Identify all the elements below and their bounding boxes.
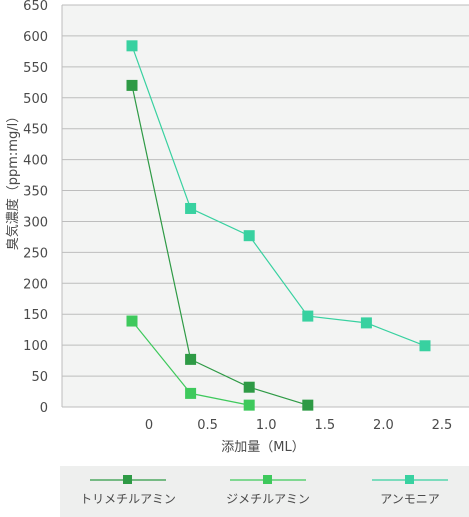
data-point	[243, 381, 255, 393]
y-tick-label: 50	[31, 370, 48, 385]
x-axis-ticks: 0 0.5 1.0 1.5 2.0 2.5	[145, 418, 452, 433]
legend-items: トリメチルアミン ジメチルアミン アンモニア	[80, 475, 448, 506]
series-1	[126, 79, 314, 411]
data-point	[419, 340, 431, 352]
y-tick-label: 550	[23, 61, 48, 76]
y-tick-label: 350	[23, 185, 48, 200]
y-tick-label: 250	[23, 246, 48, 261]
series-line	[131, 45, 426, 347]
series-3	[126, 40, 431, 352]
legend-item-3: アンモニア	[372, 475, 448, 506]
data-point	[126, 315, 138, 327]
data-point	[185, 387, 197, 399]
legend-item-1: トリメチルアミン	[80, 475, 176, 506]
x-tick-label: 1.0	[256, 418, 277, 433]
x-tick-label: 0.5	[197, 418, 218, 433]
legend-label: トリメチルアミン	[80, 492, 176, 506]
y-tick-label: 100	[23, 339, 48, 354]
y-tick-label: 650	[23, 0, 48, 14]
data-point	[185, 353, 197, 365]
legend-item-2: ジメチルアミン	[226, 475, 310, 506]
legend-marker	[263, 475, 272, 484]
data-point	[243, 230, 255, 242]
legend-label: ジメチルアミン	[226, 492, 310, 506]
legend-label: アンモニア	[380, 492, 440, 506]
series-line	[131, 85, 308, 406]
data-point	[302, 399, 314, 411]
y-tick-label: 150	[23, 308, 48, 323]
data-point	[302, 310, 314, 322]
legend	[60, 466, 469, 517]
y-tick-label: 200	[23, 277, 48, 292]
legend-marker	[405, 475, 414, 484]
y-tick-label: 400	[23, 154, 48, 169]
data-point	[126, 79, 138, 91]
series-2	[126, 315, 255, 411]
x-tick-label: 2.0	[373, 418, 394, 433]
y-axis-title: 臭気濃度（ppm:mg/l）	[5, 110, 21, 250]
x-tick-label: 2.5	[432, 418, 453, 433]
y-tick-label: 600	[23, 30, 48, 45]
x-axis-title: 添加量（ML）	[221, 440, 304, 455]
data-point	[360, 317, 372, 329]
y-tick-label: 450	[23, 123, 48, 138]
y-axis-ticks: 0 50 100 150 200 250 300 350 400 450 500 550 600 650	[23, 0, 48, 416]
y-tick-label: 0	[40, 401, 48, 416]
x-tick-label: 1.5	[314, 418, 335, 433]
legend-marker	[123, 475, 132, 484]
data-point	[126, 40, 138, 52]
data-point	[185, 202, 197, 214]
y-tick-label: 500	[23, 92, 48, 107]
y-tick-label: 300	[23, 215, 48, 230]
x-tick-label: 0	[145, 418, 153, 433]
plot-area	[62, 5, 469, 407]
series-layer	[126, 40, 431, 411]
data-point	[243, 399, 255, 411]
grid-lines	[61, 4, 469, 408]
